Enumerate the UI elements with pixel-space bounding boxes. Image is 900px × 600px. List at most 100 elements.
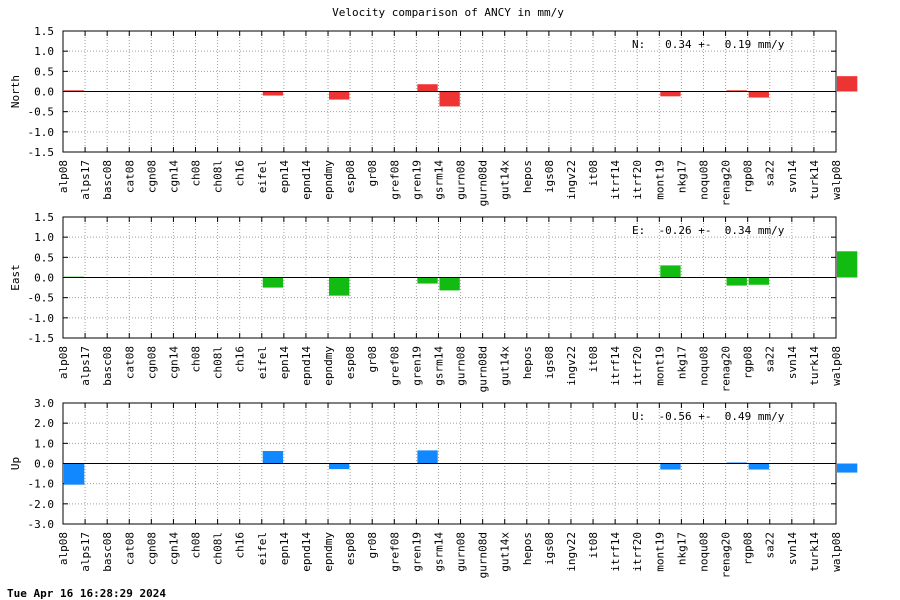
x-tick-label: esp08	[344, 160, 357, 193]
x-tick-label: eifel	[256, 532, 269, 565]
y-tick-label: 0.5	[34, 251, 54, 264]
bar-gren19	[417, 277, 438, 284]
x-tick-label: itrf14	[609, 160, 622, 200]
x-tick-label: epn14	[278, 346, 291, 379]
x-tick-label: ch08	[190, 346, 203, 373]
y-tick-label: -1.0	[28, 478, 55, 491]
x-tick-label: itrf14	[609, 346, 622, 386]
bar-walp08	[837, 76, 858, 92]
bar-alp08	[64, 463, 85, 485]
x-tick-label: gref08	[388, 160, 401, 200]
x-tick-label: gurn08	[455, 532, 468, 572]
bar-renag20	[726, 90, 747, 92]
x-tick-label: gurn08	[455, 160, 468, 200]
x-tick-label: hepos	[521, 532, 534, 565]
bar-eifel	[262, 277, 284, 288]
x-tick-label: eifel	[256, 160, 269, 193]
x-tick-label: mont19	[653, 532, 666, 572]
timestamp: Tue Apr 16 16:28:29 2024	[7, 587, 166, 600]
bar-gren19	[417, 450, 438, 464]
x-tick-label: rgp08	[742, 346, 755, 379]
x-tick-label: alps17	[79, 160, 92, 200]
x-tick-label: itrf20	[631, 346, 644, 386]
x-tick-label: cat08	[123, 160, 136, 193]
x-tick-label: gsrm14	[432, 346, 445, 386]
x-tick-label: gurn08	[455, 346, 468, 386]
y-tick-label: -0.5	[28, 292, 55, 305]
x-tick-label: cgn14	[167, 160, 180, 193]
x-tick-label: gren19	[410, 346, 423, 386]
bar-rgp08	[748, 277, 769, 285]
x-tick-label: ch16	[234, 160, 247, 187]
x-tick-label: cgn14	[167, 346, 180, 379]
x-tick-label: epnd14	[300, 160, 313, 200]
x-tick-label: gren19	[410, 532, 423, 572]
x-tick-label: mont19	[653, 160, 666, 200]
bar-epndmy	[329, 277, 350, 296]
y-tick-label: -0.5	[28, 106, 55, 119]
x-tick-label: cgn14	[167, 532, 180, 565]
x-tick-label: gref08	[388, 346, 401, 386]
x-tick-label: gr08	[366, 532, 379, 559]
x-tick-label: turk14	[808, 346, 821, 386]
x-tick-label: ch16	[234, 532, 247, 559]
x-tick-label: epndmy	[322, 532, 335, 572]
bar-renag20	[726, 277, 747, 286]
x-tick-label: igs08	[543, 532, 556, 565]
bar-mont19	[660, 265, 681, 278]
x-tick-label: gut14x	[499, 532, 512, 572]
x-tick-label: renag20	[720, 160, 733, 206]
y-tick-label: -1.5	[28, 332, 55, 345]
x-tick-label: svn14	[786, 346, 799, 379]
bar-alp08	[64, 90, 85, 92]
y-tick-label: 1.0	[34, 437, 54, 450]
x-tick-label: esp08	[344, 346, 357, 379]
x-tick-label: gut14x	[499, 160, 512, 200]
x-tick-label: alp08	[57, 346, 70, 379]
x-tick-label: basc08	[101, 160, 114, 200]
x-tick-label: itrf20	[631, 160, 644, 200]
bar-walp08	[837, 251, 858, 278]
x-tick-label: nkg17	[675, 160, 688, 193]
x-tick-label: nkg17	[675, 532, 688, 565]
bar-mont19	[660, 463, 681, 470]
y-tick-label: 0.0	[34, 272, 54, 285]
x-tick-label: turk14	[808, 160, 821, 200]
bar-epndmy	[329, 463, 350, 470]
x-tick-label: epnd14	[300, 532, 313, 572]
x-tick-label: epn14	[278, 160, 291, 193]
x-tick-label: itrf14	[609, 532, 622, 572]
x-tick-label: epn14	[278, 532, 291, 565]
x-tick-label: walp08	[830, 532, 843, 572]
bar-renag20	[726, 462, 747, 464]
x-tick-label: ch16	[234, 346, 247, 373]
x-tick-label: sa22	[764, 532, 777, 559]
x-tick-label: gr08	[366, 346, 379, 373]
y-tick-label: -2.0	[28, 498, 55, 511]
x-tick-label: basc08	[101, 346, 114, 386]
x-tick-label: nkg17	[675, 346, 688, 379]
stat-label: E: -0.26 +- 0.34 mm/y	[632, 224, 785, 237]
x-tick-label: ch08l	[212, 532, 225, 565]
x-tick-label: itrf20	[631, 532, 644, 572]
x-tick-label: walp08	[830, 160, 843, 200]
x-tick-label: rgp08	[742, 160, 755, 193]
bar-walp08	[837, 463, 858, 473]
bar-gren19	[417, 84, 438, 92]
x-tick-label: ingv22	[565, 532, 578, 572]
bar-epndmy	[329, 91, 350, 100]
x-tick-label: gren19	[410, 160, 423, 200]
x-tick-label: ingv22	[565, 160, 578, 200]
x-tick-label: eifel	[256, 346, 269, 379]
x-tick-label: hepos	[521, 160, 534, 193]
x-tick-label: renag20	[720, 532, 733, 578]
x-tick-label: walp08	[830, 346, 843, 386]
x-tick-label: ch08l	[212, 346, 225, 379]
y-tick-label: -3.0	[28, 518, 55, 531]
x-tick-label: noqu08	[697, 532, 710, 572]
x-tick-label: sa22	[764, 346, 777, 373]
x-tick-label: cgn08	[145, 532, 158, 565]
x-tick-label: ch08l	[212, 160, 225, 193]
x-tick-label: gsrm14	[432, 160, 445, 200]
